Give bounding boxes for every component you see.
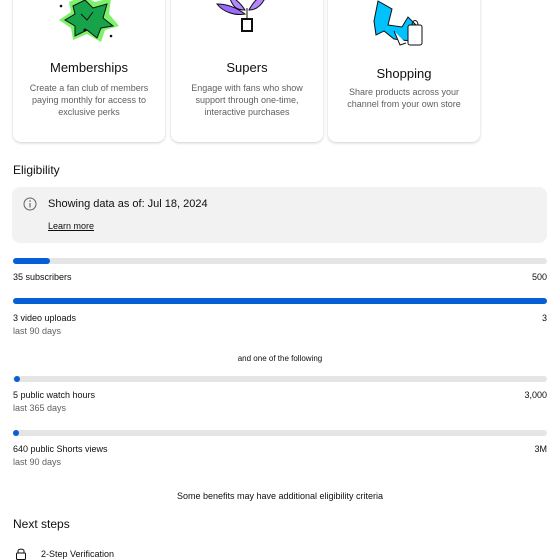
card-description: Share products across your channel from …	[347, 87, 461, 109]
data-info-box: Showing data as of: Jul 18, 2024 Learn m…	[12, 187, 547, 243]
subscribers-target: 500	[531, 272, 547, 282]
watch-hours-target: 3,000	[524, 390, 547, 400]
step-2-step-verification[interactable]: 2-Step Verification	[13, 544, 547, 560]
card-title: Memberships	[49, 60, 129, 75]
next-steps-title: Next steps	[13, 517, 70, 531]
uploads-label: 3 video uploads	[13, 313, 77, 323]
card-description: Engage with fans who show support throug…	[191, 83, 303, 117]
watch-hours-label: 5 public watch hours	[13, 390, 96, 400]
star-illustration-icon	[59, 0, 119, 42]
card-description: Create a fan club of members paying mont…	[29, 83, 149, 117]
watch-hours-progress-dot	[14, 376, 20, 382]
learn-more-link[interactable]: Learn more	[48, 221, 95, 231]
uploads-period: last 90 days	[13, 326, 62, 336]
eligibility-title: Eligibility	[13, 163, 60, 177]
shopping-bag-illustration-icon	[373, 0, 423, 46]
uploads-progress-bar	[13, 298, 547, 304]
shorts-views-target: 3M	[534, 444, 547, 454]
shorts-views-progress-bar	[13, 430, 547, 436]
monetization-cards: Memberships Create a fan club of members…	[0, 0, 560, 145]
supers-card[interactable]: Supers Engage with fans who show support…	[171, 0, 323, 142]
watch-hours-period: last 365 days	[13, 403, 67, 413]
info-icon	[23, 197, 37, 211]
data-date-text: Showing data as of: Jul 18, 2024	[48, 198, 208, 210]
lock-icon	[16, 548, 26, 560]
watch-hours-progress-bar	[13, 376, 547, 382]
subscribers-progress-fill	[13, 258, 50, 264]
shorts-views-progress-dot	[13, 430, 19, 436]
plant-illustration-icon	[215, 0, 265, 32]
card-title: Supers	[226, 60, 268, 75]
subscribers-progress-bar	[13, 258, 547, 264]
shopping-card[interactable]: Shopping Share products across your chan…	[328, 0, 480, 142]
shorts-views-label: 640 public Shorts views	[13, 444, 108, 454]
uploads-target: 3	[541, 313, 547, 323]
benefits-note: Some benefits may have additional eligib…	[176, 491, 384, 501]
one-of-following-text: and one of the following	[237, 354, 323, 363]
step-label: 2-Step Verification	[41, 549, 115, 559]
shorts-views-period: last 90 days	[13, 457, 62, 467]
subscribers-label: 35 subscribers	[13, 272, 72, 282]
card-title: Shopping	[376, 66, 432, 81]
memberships-card[interactable]: Memberships Create a fan club of members…	[13, 0, 165, 142]
uploads-progress-fill	[13, 298, 547, 304]
